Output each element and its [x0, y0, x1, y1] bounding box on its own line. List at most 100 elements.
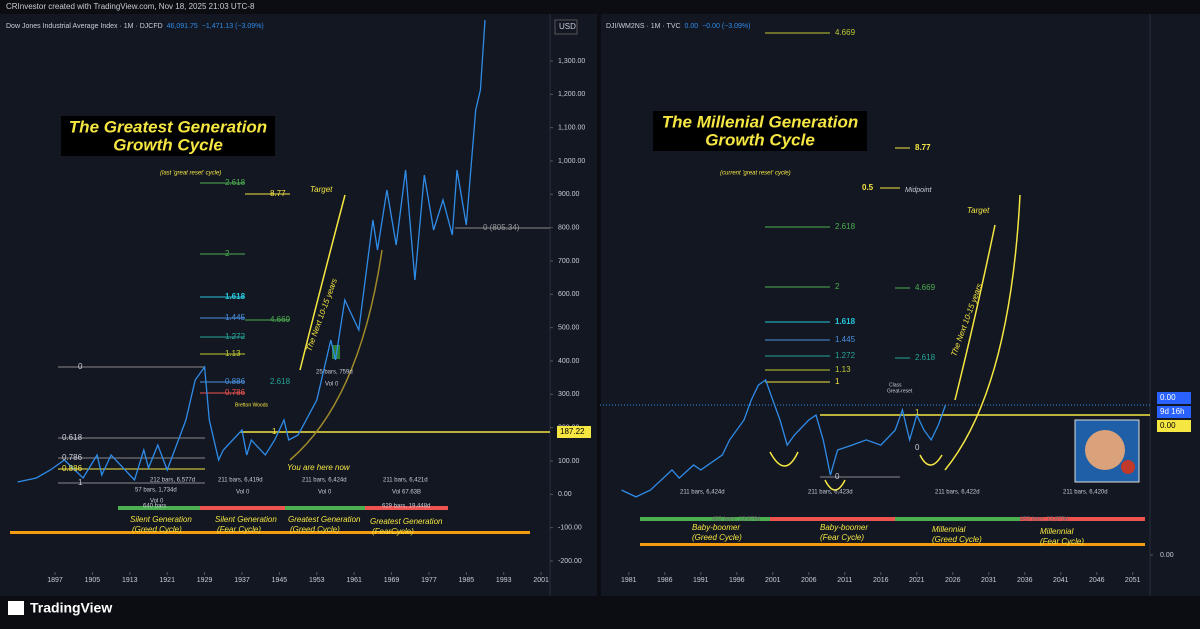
- drawing: [640, 517, 770, 521]
- y-tick-label: 1,300.00: [558, 58, 585, 65]
- annotation: (Fear Cycle): [820, 533, 864, 542]
- y-tick-label: 800.00: [558, 225, 580, 232]
- y-tick-label: 300.00: [558, 391, 580, 398]
- annotation: 1.445: [835, 335, 856, 344]
- avatar-badge: [1121, 460, 1135, 474]
- annotation: 212 bars, 6,577d: [150, 478, 195, 484]
- x-tick-label: 1993: [496, 577, 512, 584]
- annotation: 0: [915, 443, 920, 452]
- annotation: (Greed Cycle): [290, 525, 340, 534]
- x-tick-label: 1937: [234, 577, 250, 584]
- x-tick-label: 2051: [1125, 577, 1141, 584]
- x-tick-label: 1921: [159, 577, 175, 584]
- annotation: 1: [78, 478, 83, 487]
- annotation: 640 bars: [143, 504, 166, 510]
- price-line: [17, 19, 486, 483]
- drawing: [200, 506, 285, 510]
- annotation: 57 bars, 1,734d: [135, 488, 177, 494]
- annotation: (Greed Cycle): [132, 525, 182, 534]
- annotation: Midpoint: [905, 187, 933, 194]
- annotation: Class: [889, 382, 902, 388]
- annotation: 1.13: [225, 349, 241, 358]
- annotation: 211 bars, 6,420d: [1063, 490, 1108, 496]
- annotation: (FearCycle): [372, 527, 414, 536]
- drawing: [365, 506, 448, 510]
- x-tick-label: 2036: [1017, 577, 1033, 584]
- annotation: Millennial: [1040, 527, 1074, 536]
- annotation: 25 bars, 759d: [316, 370, 353, 376]
- annotation: 1.618: [225, 292, 246, 301]
- x-tick-label: 1991: [693, 577, 709, 584]
- y-tick-label: 700.00: [558, 258, 580, 265]
- x-tick-label: 2001: [533, 577, 549, 584]
- annotation: 4.669: [270, 315, 291, 324]
- annotation: (Greed Cycle): [932, 535, 982, 544]
- annotation: Greatest Generation: [370, 517, 443, 526]
- annotation: You are here now: [287, 463, 351, 472]
- drawing: [919, 454, 943, 466]
- drawing: [332, 345, 340, 359]
- x-tick-label: 2011: [837, 577, 852, 584]
- legend-symbol: DJI/WM2NS · 1M · TVC: [606, 23, 681, 30]
- drawing: [10, 531, 530, 534]
- price-badge-label: 187.22: [560, 427, 585, 436]
- legend-price: 46,091.75: [167, 23, 198, 30]
- annotation: 0: [78, 362, 83, 371]
- annotation: 2: [225, 249, 230, 258]
- y-tick-label: 500.00: [558, 325, 580, 332]
- annotation: 2.618: [225, 178, 246, 187]
- annotation: 0.786: [62, 453, 83, 462]
- drawing: [944, 194, 1021, 471]
- annotation: Target: [310, 185, 333, 194]
- annotation: 2.618: [915, 353, 936, 362]
- drawing: [285, 506, 365, 510]
- annotation: 1: [915, 408, 920, 417]
- y-tick-label: -200.00: [558, 558, 582, 565]
- drawing: [1020, 517, 1145, 521]
- legend-price: 0.00: [685, 23, 699, 30]
- price-badge: [1157, 392, 1191, 404]
- chart-title: Growth Cycle: [705, 130, 815, 149]
- header-credit: CRInvestor created with TradingView.com,…: [6, 2, 255, 11]
- price-badge: [1157, 420, 1191, 432]
- y-tick-label: 900.00: [558, 191, 580, 198]
- annotation: 1.618: [835, 317, 856, 326]
- annotation: 4.669: [915, 283, 936, 292]
- annotation: Bretton Woods: [235, 402, 268, 408]
- x-tick-label: 1913: [122, 577, 138, 584]
- annotation: Baby-boomer: [820, 523, 868, 532]
- price-badge-label: 0.00: [1160, 421, 1176, 430]
- legend-change: −1,471.13 (−3.09%): [202, 23, 264, 30]
- avatar-face: [1085, 430, 1125, 470]
- annotation: Greatest Generation: [288, 515, 361, 524]
- annotation: 1.272: [225, 332, 246, 341]
- drawing: [954, 224, 996, 401]
- annotation: Vol 0: [150, 499, 164, 505]
- x-tick-label: 2046: [1089, 577, 1105, 584]
- annotation: 211 bars, 6,421d: [383, 478, 428, 484]
- right-panel: [601, 14, 1200, 596]
- annotation: 8.77: [270, 189, 286, 198]
- x-tick-label: 1986: [657, 577, 673, 584]
- legend-symbol: Dow Jones Industrial Average Index · 1M …: [6, 23, 163, 30]
- annotation: 2.618: [270, 377, 291, 386]
- annotation: 0 (805.34): [483, 223, 520, 232]
- annotation: 4.669: [835, 28, 856, 37]
- y-tick-label: 100.00: [558, 458, 580, 465]
- x-tick-label: 1897: [47, 577, 63, 584]
- annotation: Target: [967, 206, 990, 215]
- price-badge: [557, 426, 591, 438]
- chart-title: The Greatest Generation: [69, 117, 267, 136]
- annotation: Vol 0: [325, 382, 339, 388]
- annotation: 211 bars, 6,424d: [680, 490, 725, 496]
- annotation: Millennial: [932, 525, 966, 534]
- annotation: 211 bars, 6,423d: [808, 490, 853, 496]
- currency-box: [554, 19, 578, 35]
- subtitle: (last 'great reset' cycle): [160, 171, 221, 177]
- x-tick-label: 2016: [873, 577, 889, 584]
- annotation: 1: [835, 377, 840, 386]
- annotation: Vol 67.63B: [392, 490, 421, 496]
- annotation: Baby-boomer: [692, 523, 740, 532]
- annotation: Great-reset: [887, 388, 913, 394]
